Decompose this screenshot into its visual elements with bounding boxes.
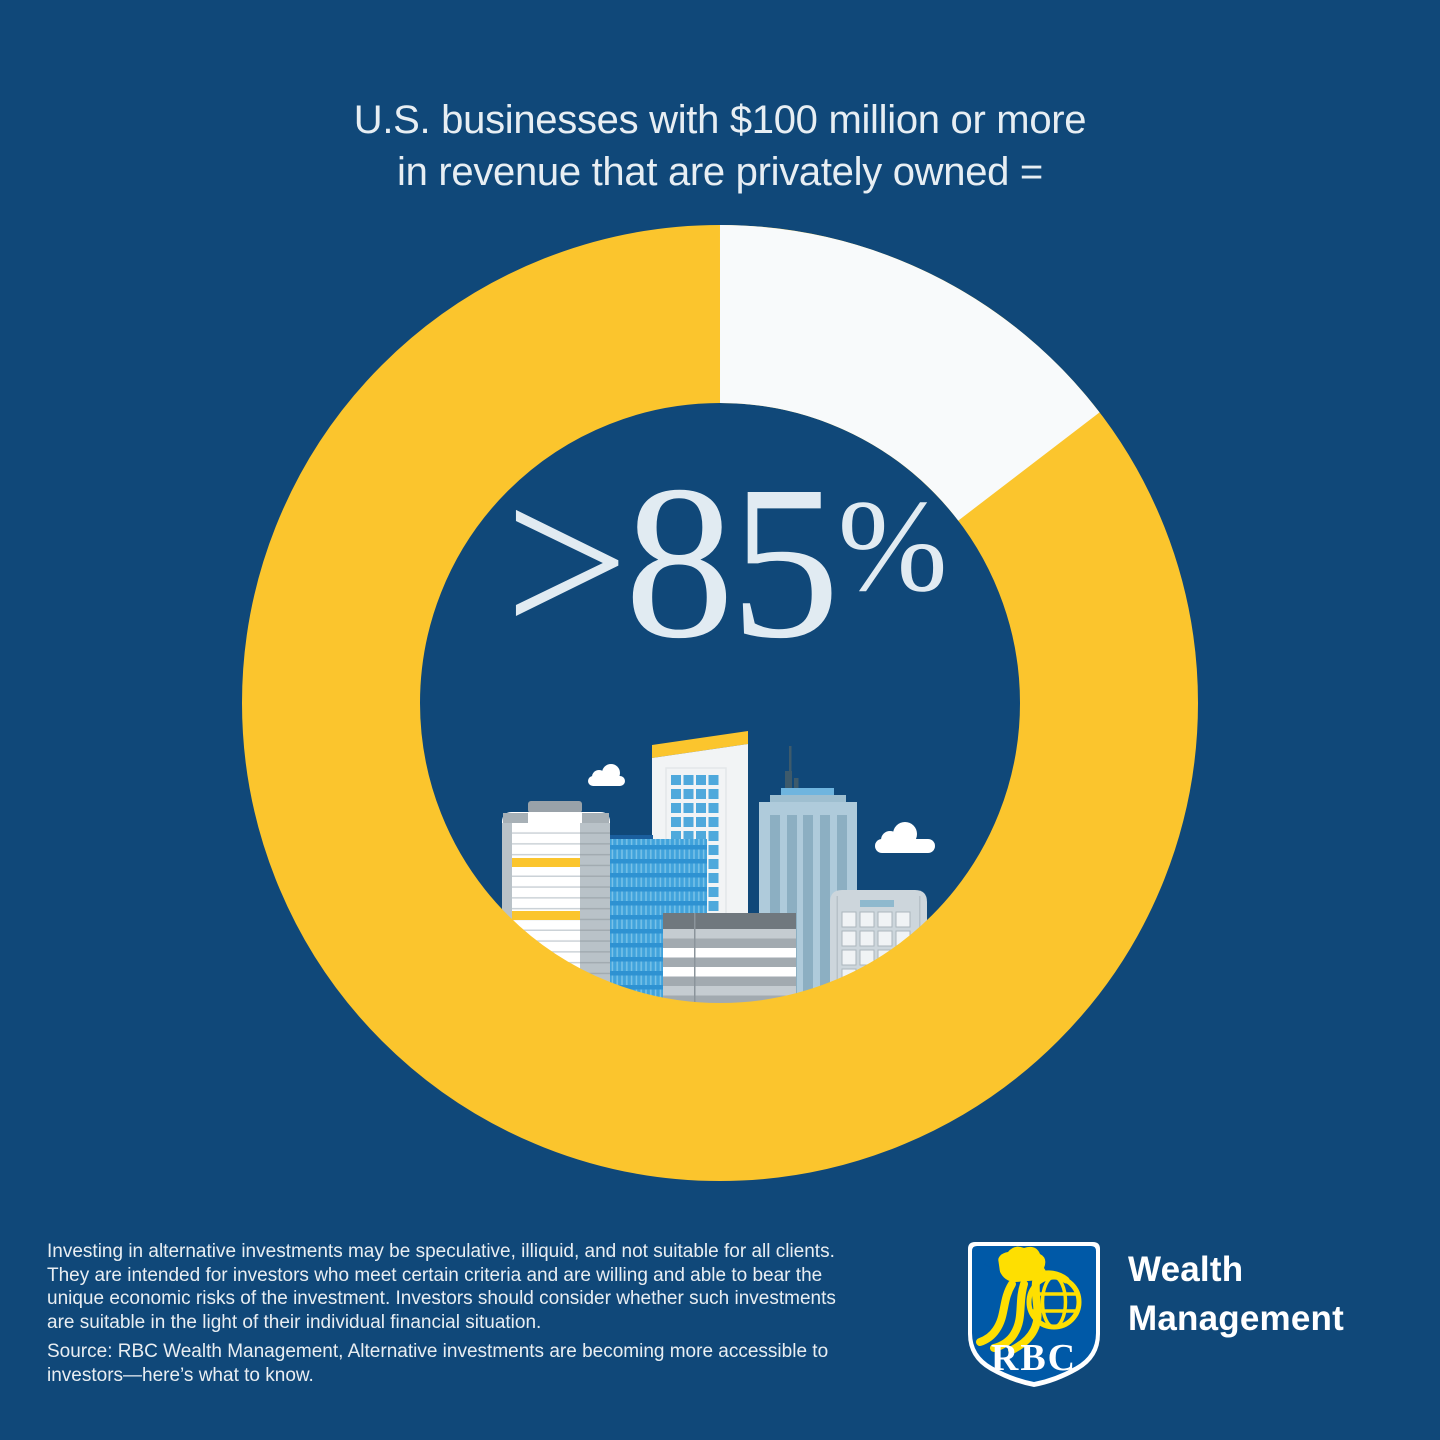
chart-title: U.S. businesses with $100 million or mor…	[0, 94, 1440, 198]
source-line: investors—here’s what to know.	[47, 1364, 314, 1386]
chart-title-line1: U.S. businesses with $100 million or mor…	[353, 98, 1087, 142]
source-paragraph: Source: RBC Wealth Management, Alternati…	[47, 1340, 947, 1387]
brand-name-line1: Wealth	[1128, 1250, 1244, 1289]
rbc-shield-logo-icon: RBC	[968, 1242, 1100, 1387]
lion-and-globe-icon	[976, 1246, 1082, 1354]
disclaimer-line: They are intended for investors who meet…	[47, 1264, 823, 1286]
rbc-brand-block: RBC Wealth Management	[968, 1242, 1388, 1402]
disclaimer-line: unique economic risks of the investment.…	[47, 1288, 836, 1309]
brand-name-line2: Management	[1128, 1299, 1344, 1338]
disclaimer-paragraph: Investing in alternative investments may…	[47, 1240, 947, 1334]
donut-center-value: >85%	[505, 452, 948, 672]
cloud-right-icon	[875, 822, 935, 853]
city-skyline-illustration	[502, 731, 935, 1004]
brand-name: Wealth Management	[1128, 1245, 1344, 1343]
chart-title-line2: in revenue that are privately owned =	[397, 150, 1043, 194]
center-value-percent: %	[837, 471, 948, 619]
source-line: Source: RBC Wealth Management, Alternati…	[47, 1341, 829, 1362]
disclaimer-line: are suitable in the light of their indiv…	[47, 1311, 542, 1333]
disclaimer-block: Investing in alternative investments may…	[47, 1240, 947, 1387]
building-foreground-striped-icon	[663, 913, 796, 1004]
center-value-text: >85	[504, 440, 840, 684]
donut-slice-white	[718, 225, 1100, 522]
disclaimer-line: Investing in alternative investments may…	[47, 1241, 835, 1262]
cloud-left-icon	[588, 764, 625, 786]
rbc-logo-text: RBC	[991, 1337, 1077, 1379]
